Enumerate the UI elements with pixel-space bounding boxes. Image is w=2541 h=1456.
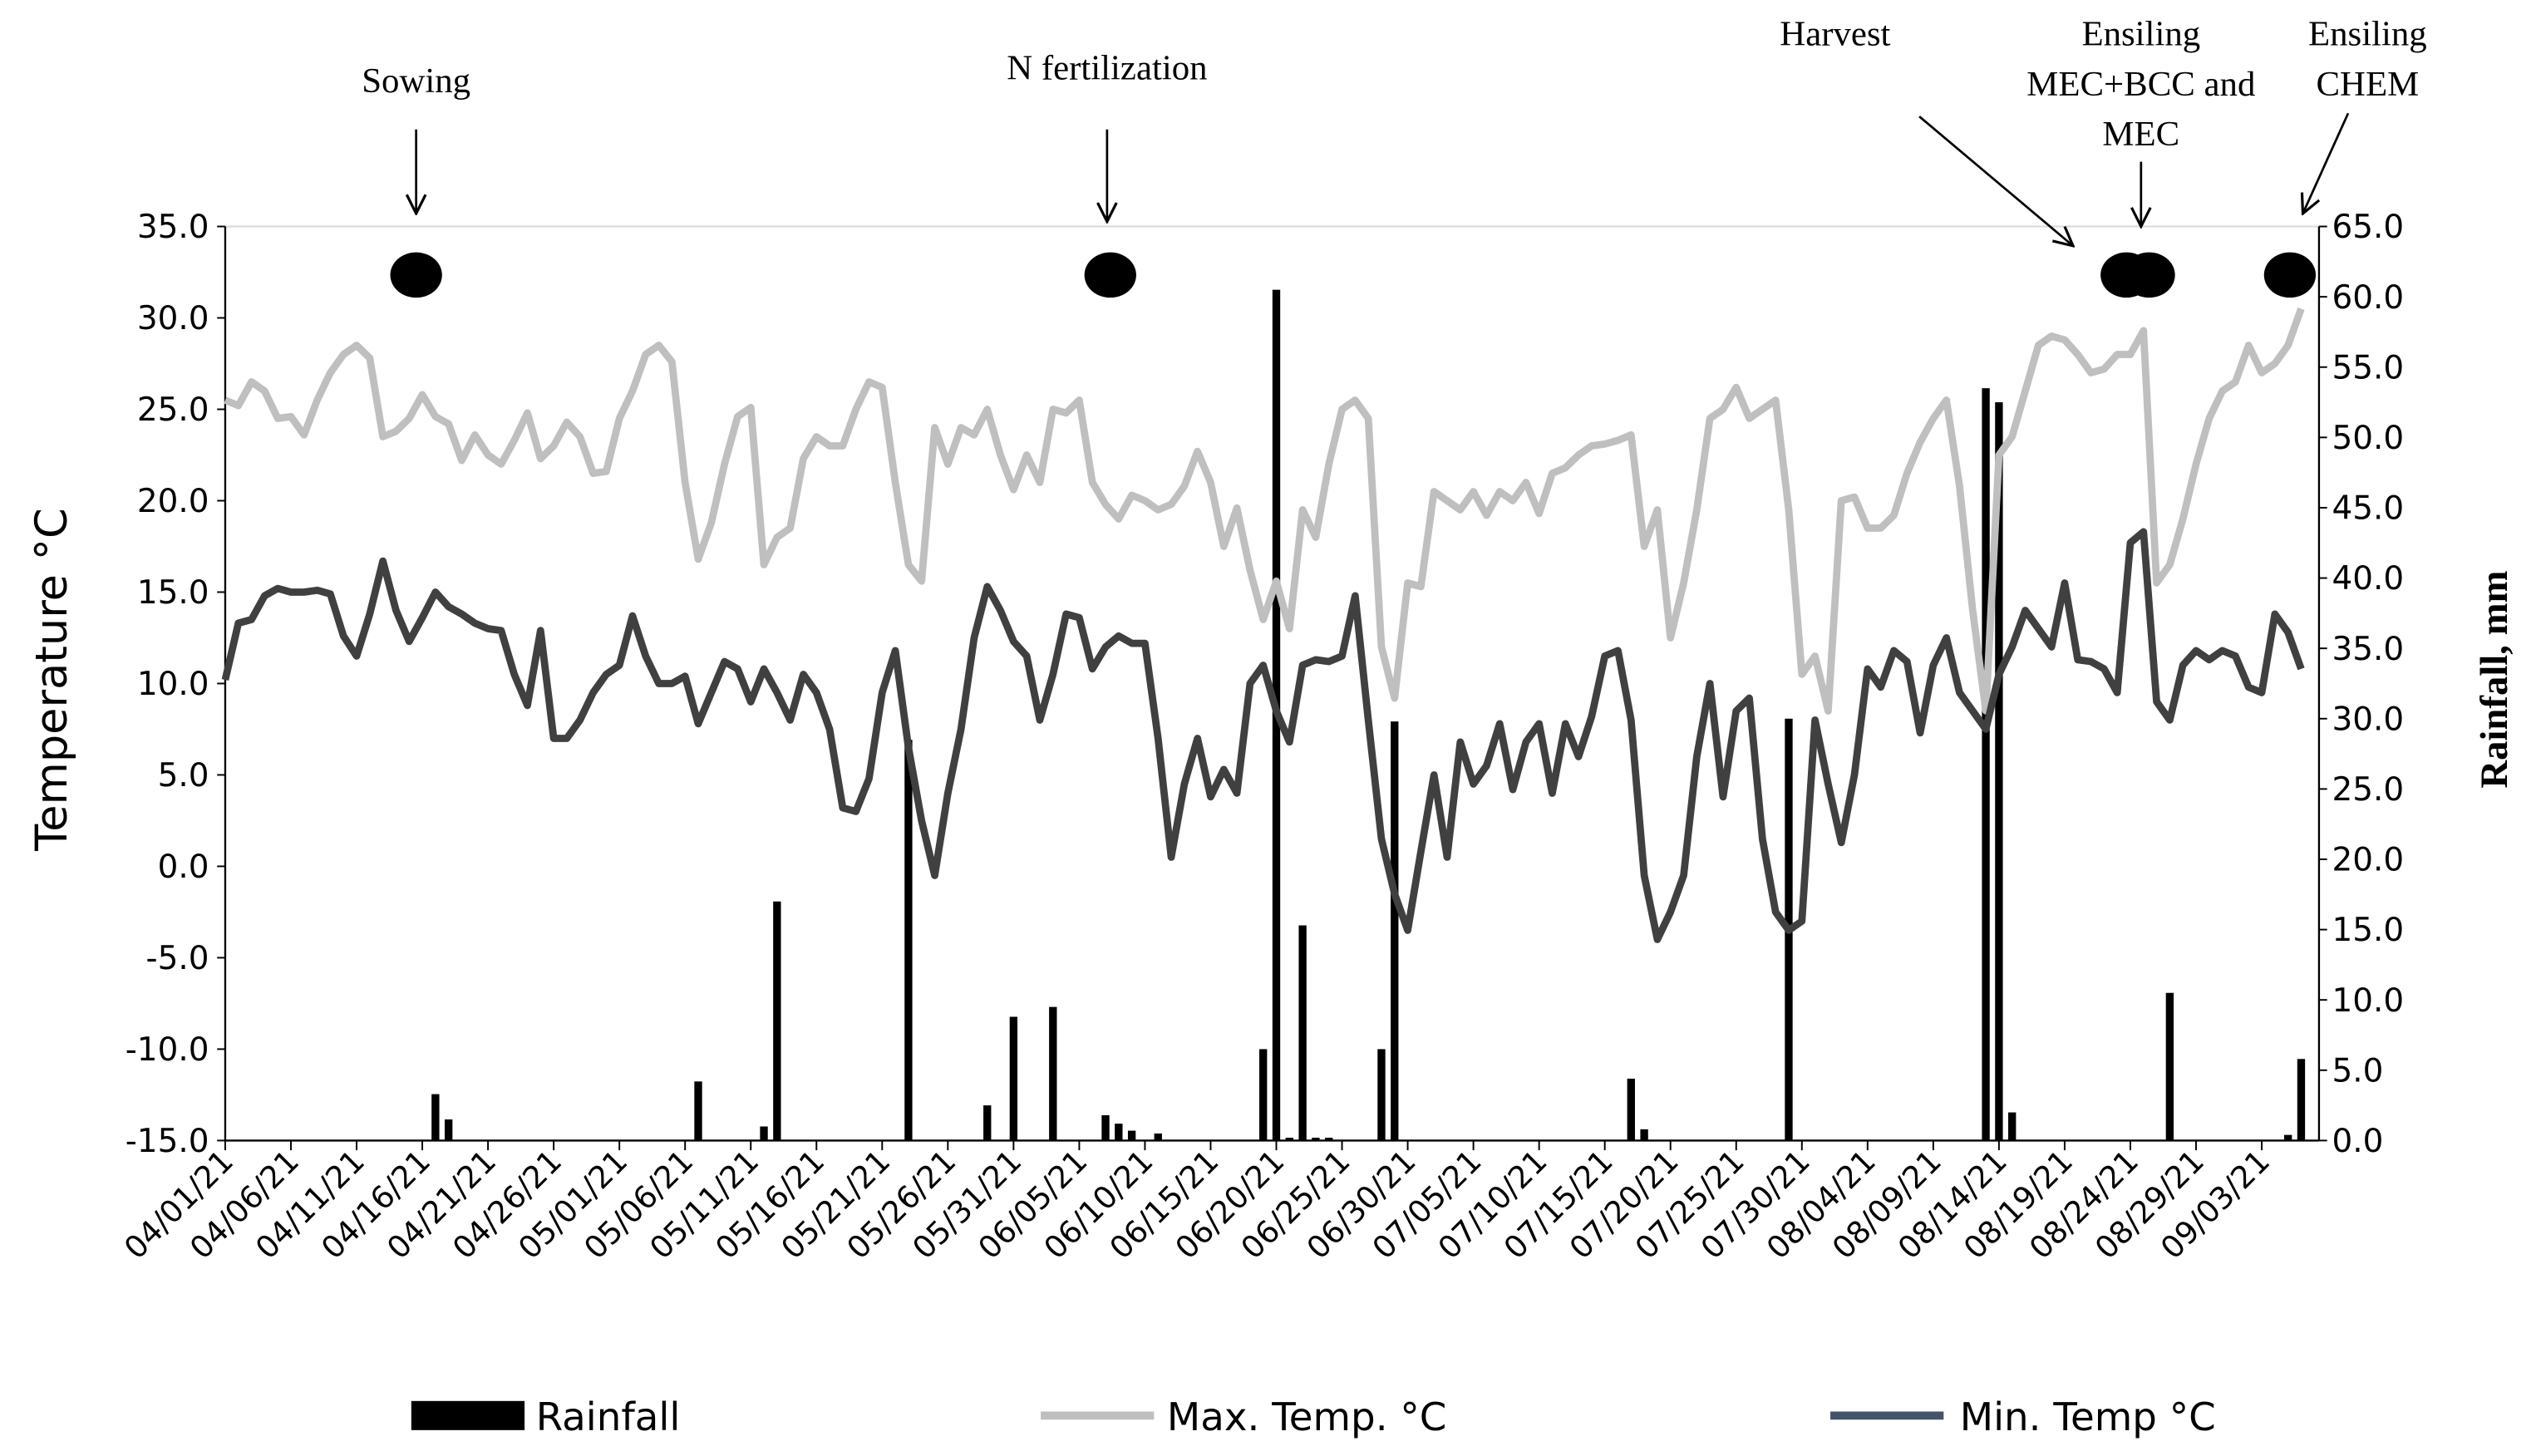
annotation-text: CHEM xyxy=(2316,65,2419,104)
rain-bar xyxy=(983,1105,992,1141)
event-marker xyxy=(1084,252,1136,298)
event-marker xyxy=(390,252,442,298)
y-tick-label: 5.0 xyxy=(158,757,209,794)
rain-bar xyxy=(1325,1138,1333,1141)
y2-tick-label: 35.0 xyxy=(2332,631,2405,668)
rain-bar xyxy=(1298,925,1307,1141)
event-marker xyxy=(2263,252,2317,298)
rain-bar xyxy=(1640,1129,1648,1141)
rain-bar xyxy=(1115,1124,1123,1141)
y-tick-label: 10.0 xyxy=(137,666,209,703)
rain-bar xyxy=(1009,1016,1018,1141)
rain-bar xyxy=(2297,1059,2306,1141)
rain-bar xyxy=(431,1094,440,1141)
rain-bar xyxy=(1312,1138,1320,1141)
y2-tick-label: 40.0 xyxy=(2332,560,2405,598)
rain-bar xyxy=(1049,1006,1057,1141)
y-tick-label: 20.0 xyxy=(137,483,209,520)
rain-bar xyxy=(1627,1078,1635,1141)
annotation-arrow xyxy=(1918,116,2073,246)
annotation-text: Harvest xyxy=(1780,15,1890,54)
rain-bar xyxy=(1154,1133,1162,1141)
y-axis-title: Temperature °C xyxy=(27,508,77,852)
rain-bar xyxy=(1982,388,1990,1141)
rain-bar xyxy=(444,1119,453,1141)
y2-tick-label: 10.0 xyxy=(2332,982,2405,1020)
legend-label: Min. Temp °C xyxy=(1960,1395,2216,1440)
y-tick-label: 30.0 xyxy=(137,300,209,337)
rain-bar xyxy=(1391,721,1399,1141)
annotation-text: N fertilization xyxy=(1007,48,1207,87)
y2-tick-label: 45.0 xyxy=(2332,490,2405,528)
y2-tick-label: 55.0 xyxy=(2332,349,2405,386)
y2-tick-label: 15.0 xyxy=(2332,912,2405,949)
y2-tick-label: 60.0 xyxy=(2332,279,2405,317)
rain-bar xyxy=(1995,402,2003,1141)
rain-bar xyxy=(1377,1049,1386,1141)
y-tick-label: -10.0 xyxy=(126,1031,209,1069)
annotation-text: Sowing xyxy=(362,61,470,101)
y-tick-label: 15.0 xyxy=(137,574,209,612)
annotation-text: Ensiling xyxy=(2308,15,2427,54)
rain-bar xyxy=(694,1081,702,1141)
rain-bar xyxy=(1101,1114,1110,1141)
legend-label: Rainfall xyxy=(536,1395,681,1440)
rain-bar xyxy=(1259,1049,1268,1141)
temp-line xyxy=(224,307,2305,715)
rain-bar xyxy=(2283,1134,2292,1141)
y-tick-label: -15.0 xyxy=(126,1123,209,1160)
rain-bar xyxy=(904,740,913,1141)
y-tick-label: 0.0 xyxy=(158,849,209,886)
y2-tick-label: 50.0 xyxy=(2332,420,2405,457)
y-tick-label: 35.0 xyxy=(137,209,209,246)
rain-bar xyxy=(773,901,781,1141)
y2-tick-label: 65.0 xyxy=(2332,209,2405,246)
y-tick-label: -5.0 xyxy=(146,940,209,977)
y2-tick-label: 20.0 xyxy=(2332,842,2405,879)
y2-tick-label: 0.0 xyxy=(2332,1123,2384,1160)
event-marker xyxy=(2123,252,2175,298)
rain-bar xyxy=(2165,992,2174,1141)
temp-line xyxy=(221,528,2305,943)
y2-tick-label: 5.0 xyxy=(2332,1052,2384,1090)
rain-bar xyxy=(2008,1112,2017,1141)
legend-label: Max. Temp. °C xyxy=(1167,1395,1446,1440)
annotation-text: Ensiling xyxy=(2081,15,2200,54)
annotation-arrow xyxy=(2302,112,2350,214)
rain-bar xyxy=(1285,1138,1293,1141)
y2-tick-label: 30.0 xyxy=(2332,701,2405,738)
rain-bar xyxy=(1127,1130,1136,1141)
y-tick-label: 25.0 xyxy=(137,391,209,429)
annotation-text: MEC xyxy=(2102,115,2179,154)
legend-swatch xyxy=(411,1400,525,1430)
annotation-text: MEC+BCC and xyxy=(2026,65,2255,104)
rain-bar xyxy=(760,1126,768,1141)
y2-tick-label: 25.0 xyxy=(2332,771,2405,809)
y2-axis-title: Rainfall, mm xyxy=(2473,570,2516,788)
